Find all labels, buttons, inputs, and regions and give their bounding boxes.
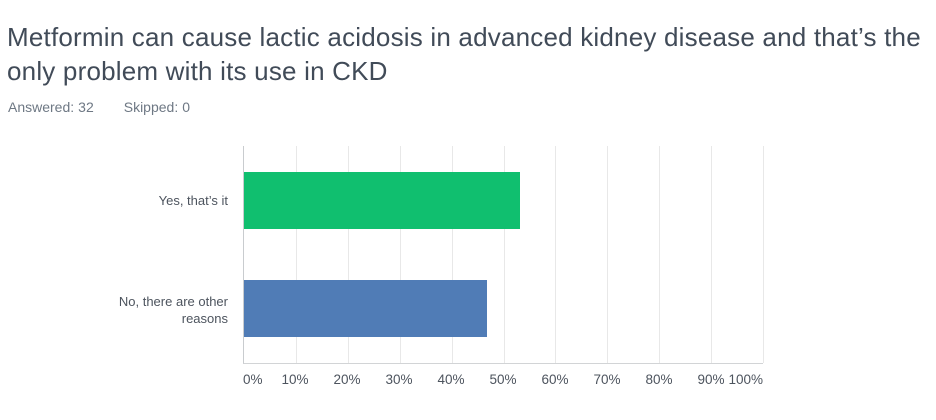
gridline [763,146,764,363]
skipped-stat: Skipped: 0 [124,99,190,115]
x-tick-label: 90% [697,372,725,387]
category-label-row: No, there are other reasons [0,255,236,364]
x-tick-label: 10% [281,372,309,387]
gridline [503,146,505,363]
x-tick-label: 30% [385,372,413,387]
x-tick-label: 100% [728,372,763,387]
gridline [607,146,609,363]
gridline [659,146,661,363]
gridline [347,146,349,363]
gridline [451,146,453,363]
x-tick-label: 60% [541,372,569,387]
bar-rows [244,146,763,363]
x-tick-label: 70% [593,372,621,387]
answered-stat: Answered: 32 [8,99,94,115]
x-tick-label: 40% [437,372,465,387]
bar-row [244,146,763,255]
bar-no[interactable] [244,280,488,338]
bar-row [244,255,763,364]
x-tick-label: 0% [243,372,263,387]
category-label-row: Yes, that’s it [0,146,236,255]
x-tick-label: 50% [489,372,517,387]
gridline [399,146,401,363]
category-label: No, there are other reasons [118,293,228,326]
x-tick-label: 20% [333,372,361,387]
response-stats: Answered: 32 Skipped: 0 [8,99,190,115]
bar-yes[interactable] [244,171,520,229]
x-axis-labels: 0% 10% 20% 30% 40% 50% 60% 70% 80% 90% 100% [243,372,763,390]
x-tick-label: 80% [645,372,673,387]
answered-value: 32 [78,99,94,115]
skipped-label: Skipped: [123,99,179,115]
page-title: Metformin can cause lactic acidosis in a… [7,22,921,86]
gridline [295,146,297,363]
plot-area [243,146,764,364]
gridline [555,146,557,363]
answered-label: Answered: [8,99,75,115]
gridline [711,146,713,363]
category-label: Yes, that’s it [158,193,228,208]
category-labels: Yes, that’s it No, there are other reason… [0,146,236,364]
skipped-value: 0 [182,99,191,115]
